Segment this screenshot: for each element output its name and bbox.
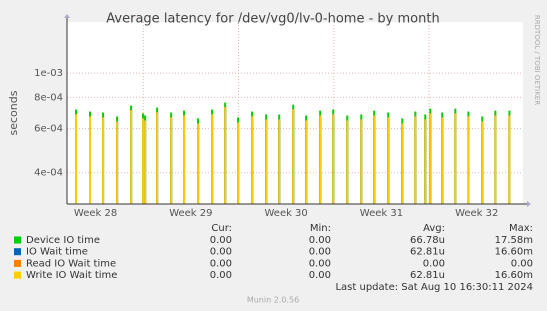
bar	[346, 120, 349, 204]
legend-label: Write IO Wait time	[26, 270, 117, 281]
legend-value: 0.00	[210, 258, 232, 269]
axis-arrow	[527, 201, 531, 207]
x-tick-label: Week 29	[169, 208, 212, 219]
bar	[401, 123, 404, 204]
bar	[454, 113, 457, 204]
legend-value: 0.00	[210, 247, 232, 258]
bar	[387, 117, 390, 204]
legend-swatch	[14, 248, 21, 256]
bar	[265, 119, 268, 204]
bar	[494, 115, 497, 204]
legend-value: 0.00	[309, 247, 331, 258]
x-tick-label: Week 32	[455, 208, 498, 219]
legend-header: Avg:	[423, 223, 445, 234]
bar	[74, 114, 77, 204]
bar	[116, 121, 119, 204]
legend-value: 0.00	[309, 235, 331, 246]
bar	[481, 121, 484, 204]
bar	[224, 107, 227, 204]
bar	[360, 119, 363, 204]
bar	[211, 114, 214, 204]
legend-label: IO Wait time	[26, 247, 88, 258]
bar	[102, 117, 105, 204]
x-tick-label: Week 30	[264, 208, 307, 219]
legend-swatch	[14, 271, 21, 279]
legend-value: 16.60m	[495, 247, 533, 258]
x-tick-label: Week 28	[74, 208, 117, 219]
bar	[467, 116, 470, 204]
legend-value: 62.81u	[410, 270, 445, 281]
bar	[305, 120, 308, 204]
legend-value: 0.00	[210, 270, 232, 281]
bar	[237, 122, 240, 204]
bar	[278, 119, 281, 204]
bar	[319, 115, 322, 204]
bar	[144, 120, 147, 204]
legend-value: 0.00	[309, 270, 331, 281]
legend-value: 0.00	[423, 258, 445, 269]
legend-label: Device IO time	[26, 235, 100, 246]
legend-value: 16.60m	[495, 270, 533, 281]
y-tick-label: 6e-04	[34, 124, 63, 135]
axis-arrow	[64, 14, 70, 18]
legend-value: 0.00	[511, 258, 533, 269]
bar	[441, 117, 444, 204]
legend-header: Cur:	[211, 223, 232, 234]
bar	[183, 115, 186, 204]
y-tick-label: 8e-04	[34, 92, 63, 103]
legend-swatch	[14, 236, 21, 244]
bar	[429, 113, 432, 204]
bar	[292, 109, 295, 204]
footer: Munin 2.0.56	[247, 296, 299, 305]
bar	[130, 110, 133, 204]
y-tick-label: 1e-03	[34, 68, 63, 79]
watermark: RRDTOOL / TOBI OETIKER	[533, 15, 541, 105]
chart-title: Average latency for /dev/vg0/lv-0-home -…	[106, 12, 439, 27]
last-update: Last update: Sat Aug 10 16:30:11 2024	[335, 282, 533, 293]
bar	[89, 116, 92, 204]
bar	[170, 117, 173, 204]
x-tick-label: Week 31	[360, 208, 403, 219]
legend-value: 0.00	[309, 258, 331, 269]
legend-value: 62.81u	[410, 247, 445, 258]
y-axis-title: seconds	[7, 90, 20, 135]
bar	[414, 116, 417, 204]
bar	[373, 115, 376, 204]
bar	[142, 118, 145, 204]
legend-value: 66.78u	[410, 235, 445, 246]
legend-swatch	[14, 259, 21, 267]
legend-header: Max:	[509, 223, 533, 234]
legend-value: 17.58m	[495, 235, 533, 246]
y-tick-label: 4e-04	[34, 168, 63, 179]
bar	[508, 115, 511, 204]
legend-value: 0.00	[210, 235, 232, 246]
bar	[197, 123, 200, 204]
legend-header: Min:	[310, 223, 331, 234]
bar	[332, 114, 335, 204]
bar	[424, 119, 427, 204]
bar	[251, 116, 254, 204]
bar	[156, 112, 159, 204]
legend-label: Read IO Wait time	[26, 258, 116, 269]
